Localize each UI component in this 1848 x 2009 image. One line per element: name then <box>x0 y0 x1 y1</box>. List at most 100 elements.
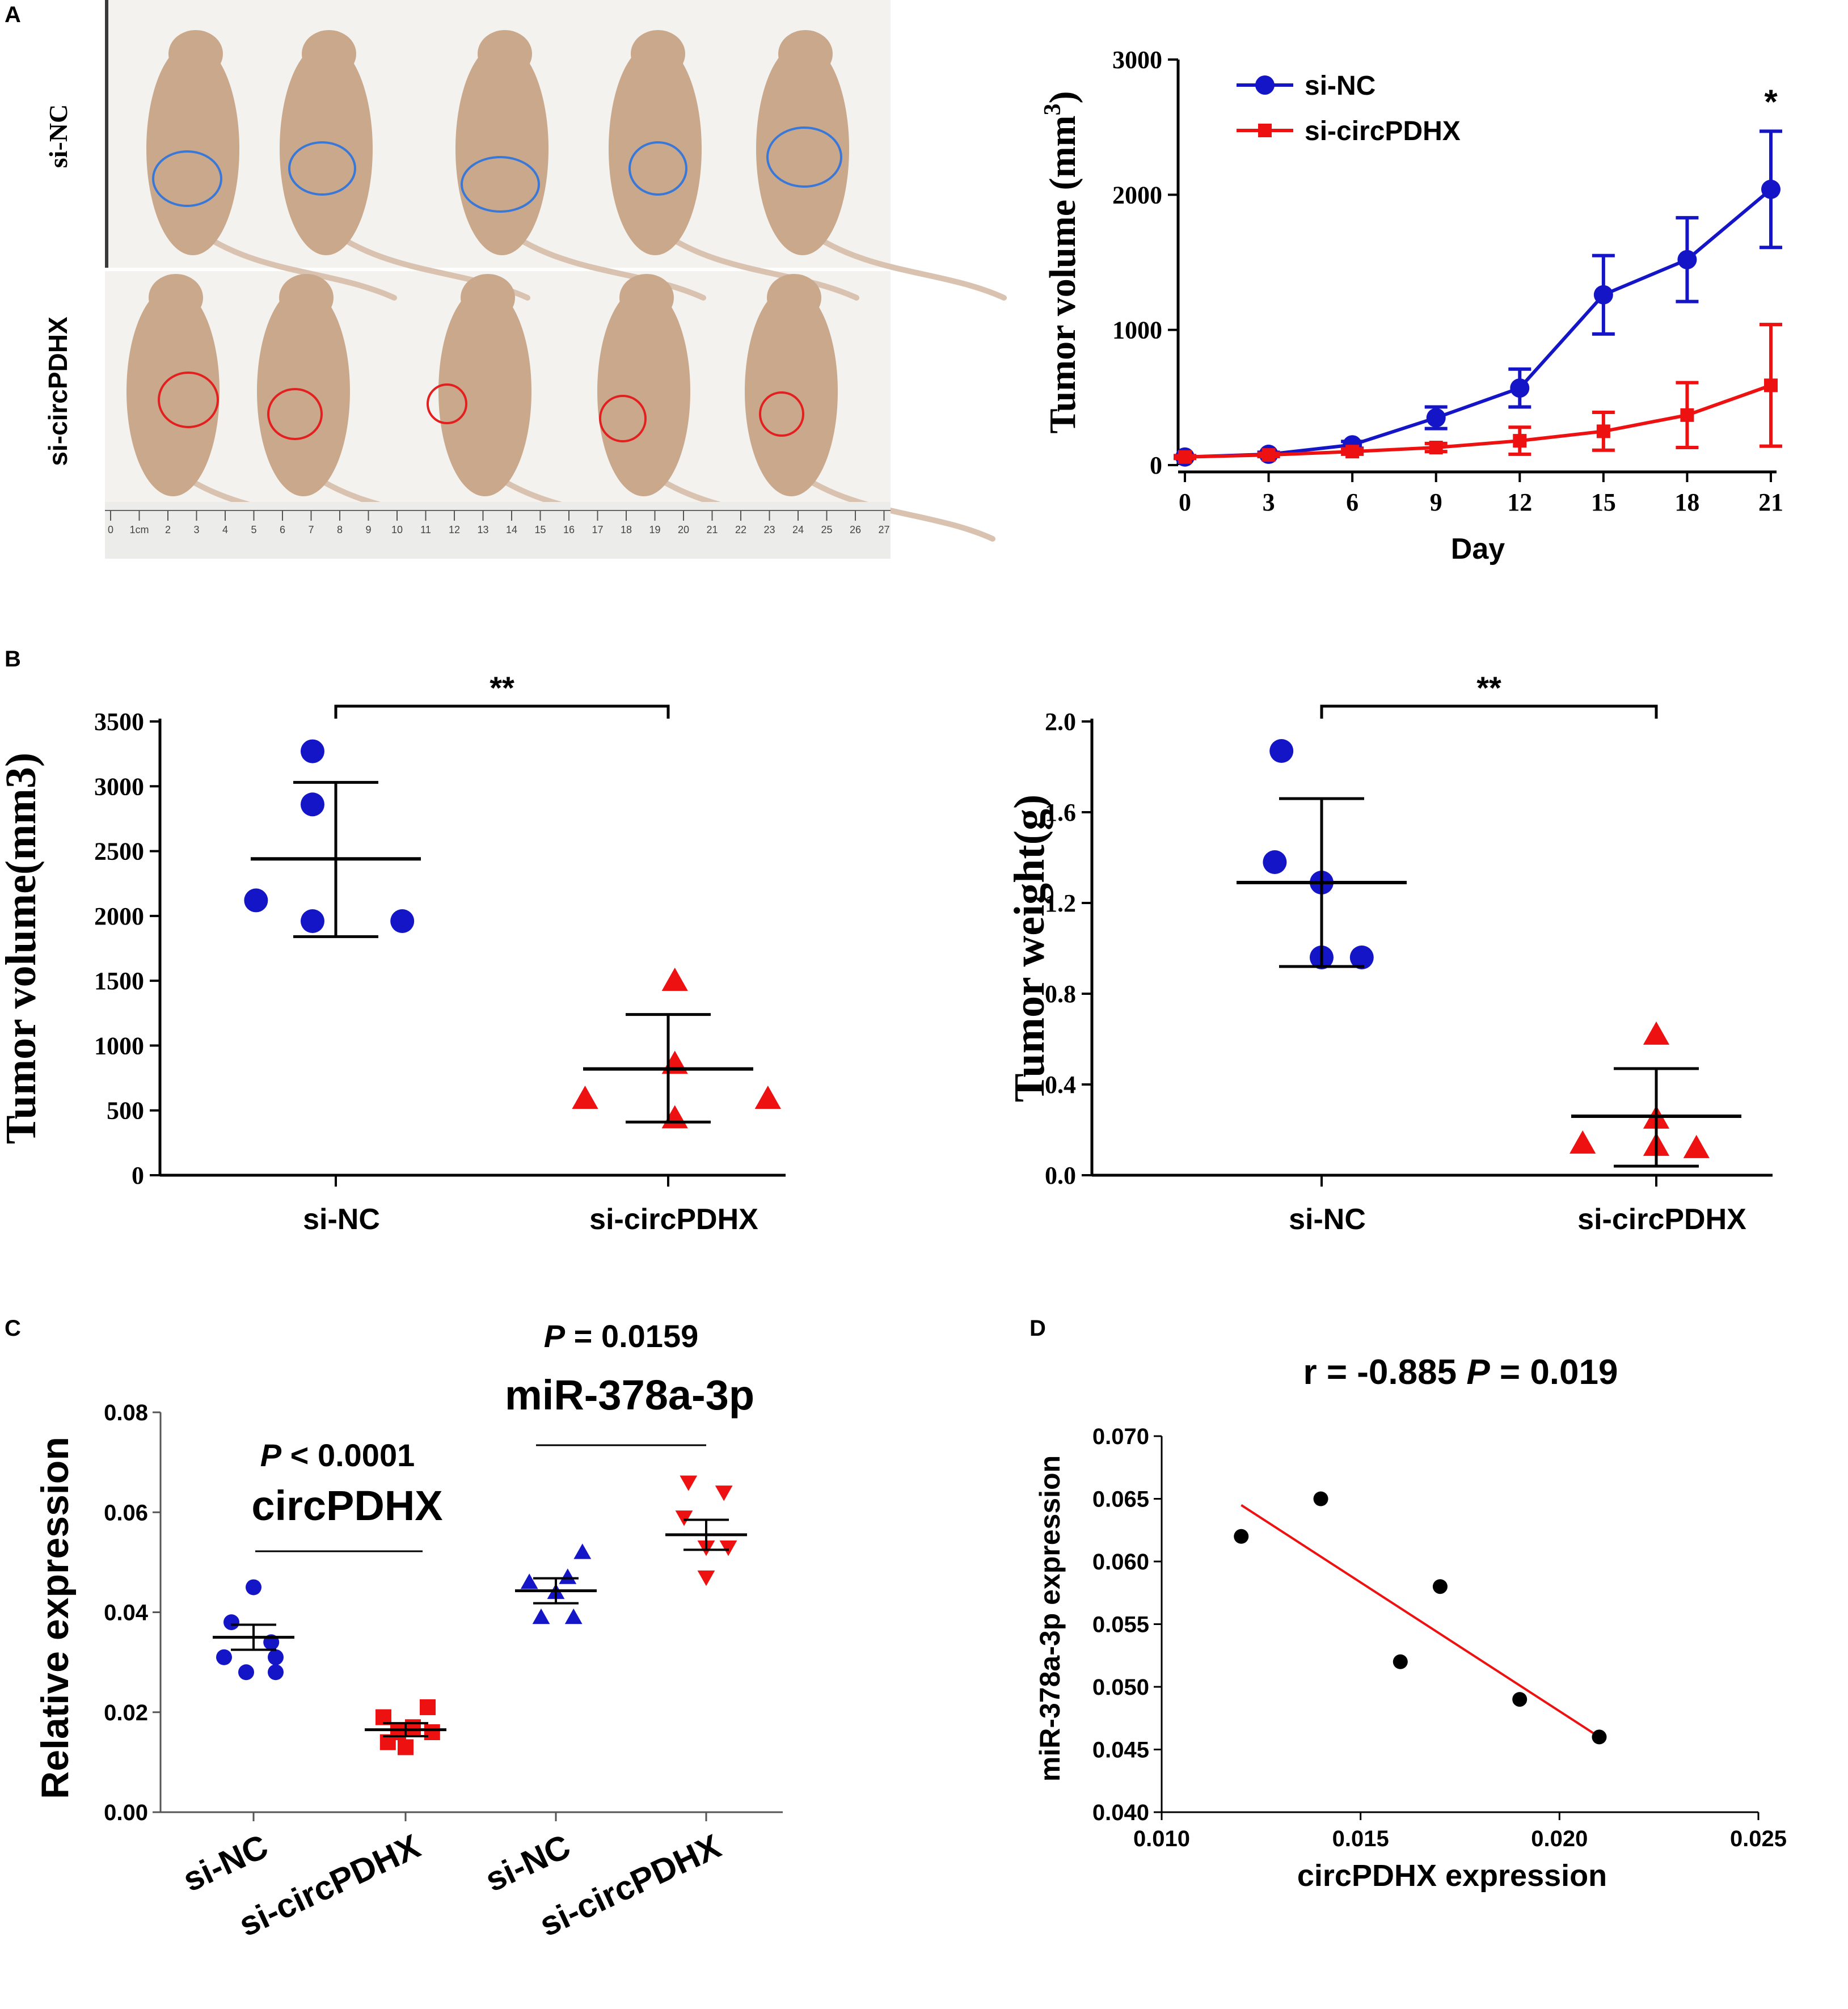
c-y-tick-label: 0.06 <box>104 1500 148 1525</box>
a-legend-label: si-NC <box>1305 71 1376 101</box>
mouse-body <box>280 43 373 255</box>
b2-y-tick-label: 0.8 <box>1045 980 1076 1008</box>
a-data-point <box>1513 434 1527 448</box>
b1-data-point <box>300 792 324 817</box>
c-data-point <box>564 1608 583 1624</box>
a-data-point <box>1429 441 1443 455</box>
mouse-tail <box>193 227 397 301</box>
tumor-circle <box>152 150 222 207</box>
b2-data-point <box>1269 739 1294 763</box>
d-data-point <box>1393 1654 1408 1669</box>
mouse-body <box>745 286 838 496</box>
mouse-head <box>631 30 685 78</box>
a-legend-label: si-circPDHX <box>1305 116 1461 146</box>
c-data-point <box>697 1570 715 1586</box>
c-group-0 <box>213 1579 294 1681</box>
chart-d-correlation: 0.040 0.045 0.050 0.055 0.060 0.065 0.070 0.010… <box>1034 1353 1787 1893</box>
b1-data-point <box>661 968 688 991</box>
chart-a-growth: 0 1000 2000 3000 0 3 6 9 12 15 18 21 Day Tumor volume… <box>1040 46 1783 565</box>
ruler-mark-label: 23 <box>763 524 775 535</box>
mice-layer <box>126 30 1007 542</box>
b2-y-tick-label: 2.0 <box>1045 708 1076 736</box>
b1-y-tick-label: 1500 <box>94 967 144 995</box>
row-label-si-circpdhx: si-circPDHX <box>43 316 73 466</box>
d-x-tick-label: 0.010 <box>1133 1826 1190 1851</box>
ruler <box>105 502 891 559</box>
mouse-head <box>767 274 821 322</box>
d-y-axis-label: miR-378a-3p expression <box>1034 1455 1066 1782</box>
a-data-point <box>1261 448 1276 462</box>
a-x-tick-label: 18 <box>1674 488 1699 516</box>
a-x-tick-label: 15 <box>1591 488 1616 516</box>
ruler-mark-label: 19 <box>649 524 660 535</box>
mouse-head <box>302 30 356 78</box>
panel-label-b: B <box>5 647 21 672</box>
ruler-mark-label: 3 <box>193 524 199 535</box>
c-data-point <box>398 1739 414 1755</box>
panel-label-a: A <box>5 2 21 27</box>
b2-y-tick-label: 1.2 <box>1045 889 1076 917</box>
a-data-point <box>1596 424 1610 438</box>
tumor-circle <box>628 141 687 196</box>
ruler-mark-label: 25 <box>821 524 832 535</box>
b1-group-0 <box>244 739 421 938</box>
b1-y-tick-label: 3000 <box>94 773 144 800</box>
b1-category-label: si-circPDHX <box>589 1203 758 1236</box>
chart-b-volume: 0 500 1000 1500 2000 2500 3000 3500 si-NC si-circ… <box>0 670 786 1236</box>
a-x-axis-label: Day <box>1451 533 1505 565</box>
c-y-tick-label: 0.04 <box>104 1601 149 1626</box>
ruler-mark-label: 18 <box>621 524 632 535</box>
d-title-value: = 0.019 <box>1490 1353 1618 1392</box>
d-x-tick-label: 0.015 <box>1332 1826 1389 1851</box>
c-y-axis-label: Relative expression <box>33 1437 77 1799</box>
d-title-r: r = -0.885 <box>1303 1353 1467 1392</box>
b2-y-tick-label: 0.0 <box>1045 1162 1076 1189</box>
ruler-mark-label: 16 <box>563 524 575 535</box>
tumor-circle <box>427 383 467 424</box>
c-data-point <box>715 1485 733 1501</box>
b2-category-label: si-circPDHX <box>1577 1203 1746 1236</box>
d-y-tick-label: 0.060 <box>1092 1550 1149 1575</box>
ruler-mark-label: 9 <box>365 524 371 535</box>
ruler-mark-label: 26 <box>850 524 861 535</box>
a-data-point <box>1178 450 1192 464</box>
ruler-mark-label: 0 <box>108 524 113 535</box>
ruler-mark-label: 12 <box>449 524 460 535</box>
mouse-head <box>149 274 203 322</box>
b1-y-axis-label: Tumor volume(mm3) <box>0 753 45 1144</box>
c-data-point <box>268 1664 284 1681</box>
a-series-1 <box>1174 323 1782 464</box>
c-p-value-1: P = 0.0159 <box>544 1318 698 1354</box>
mouse-tail <box>803 227 1007 301</box>
mouse-head <box>619 274 674 322</box>
ruler-mark-label: 15 <box>534 524 546 535</box>
ruler-mark-label: 10 <box>391 524 403 535</box>
ruler-mark-label: 4 <box>222 524 228 535</box>
ruler-marks: 0 1cm 2 3 4 5 6 7 8 9 10 11 12 13 14 15 16 17 18 19 20 21 22 23… <box>108 510 890 535</box>
a-y-axis-label: Tumor volume (mm3) <box>1040 91 1083 434</box>
panel-label-c: C <box>5 1316 21 1341</box>
c-y-tick-label: 0.08 <box>104 1400 148 1425</box>
mouse-head <box>778 30 833 78</box>
b1-y-tick-label: 2000 <box>94 902 144 930</box>
b1-significance-label: ** <box>490 670 514 706</box>
c-p-symbol-1: P <box>544 1318 566 1354</box>
b1-y-tick-label: 3500 <box>94 708 144 736</box>
c-category-label: si-NC <box>479 1827 576 1899</box>
row-label-si-nc: si-NC <box>44 104 73 168</box>
d-title-p: P <box>1466 1353 1490 1392</box>
c-gene-label-0: circPDHX <box>251 1482 442 1529</box>
c-data-point <box>559 1568 577 1584</box>
d-data-point <box>1512 1692 1528 1707</box>
b2-group-1 <box>1569 1021 1741 1168</box>
a-y-label-main: Tumor volume (mm <box>1042 115 1083 433</box>
a-y-tick-label: 1000 <box>1112 316 1162 344</box>
ruler-mark-label: 6 <box>280 524 285 535</box>
c-data-point <box>420 1699 436 1715</box>
tumor-circle <box>288 141 356 196</box>
tumor-circle <box>158 372 219 428</box>
a-x-tick-label: 6 <box>1346 488 1358 516</box>
b2-data-point <box>1643 1021 1670 1045</box>
a-data-point <box>1761 179 1781 199</box>
a-y-label-close: ) <box>1042 91 1083 104</box>
